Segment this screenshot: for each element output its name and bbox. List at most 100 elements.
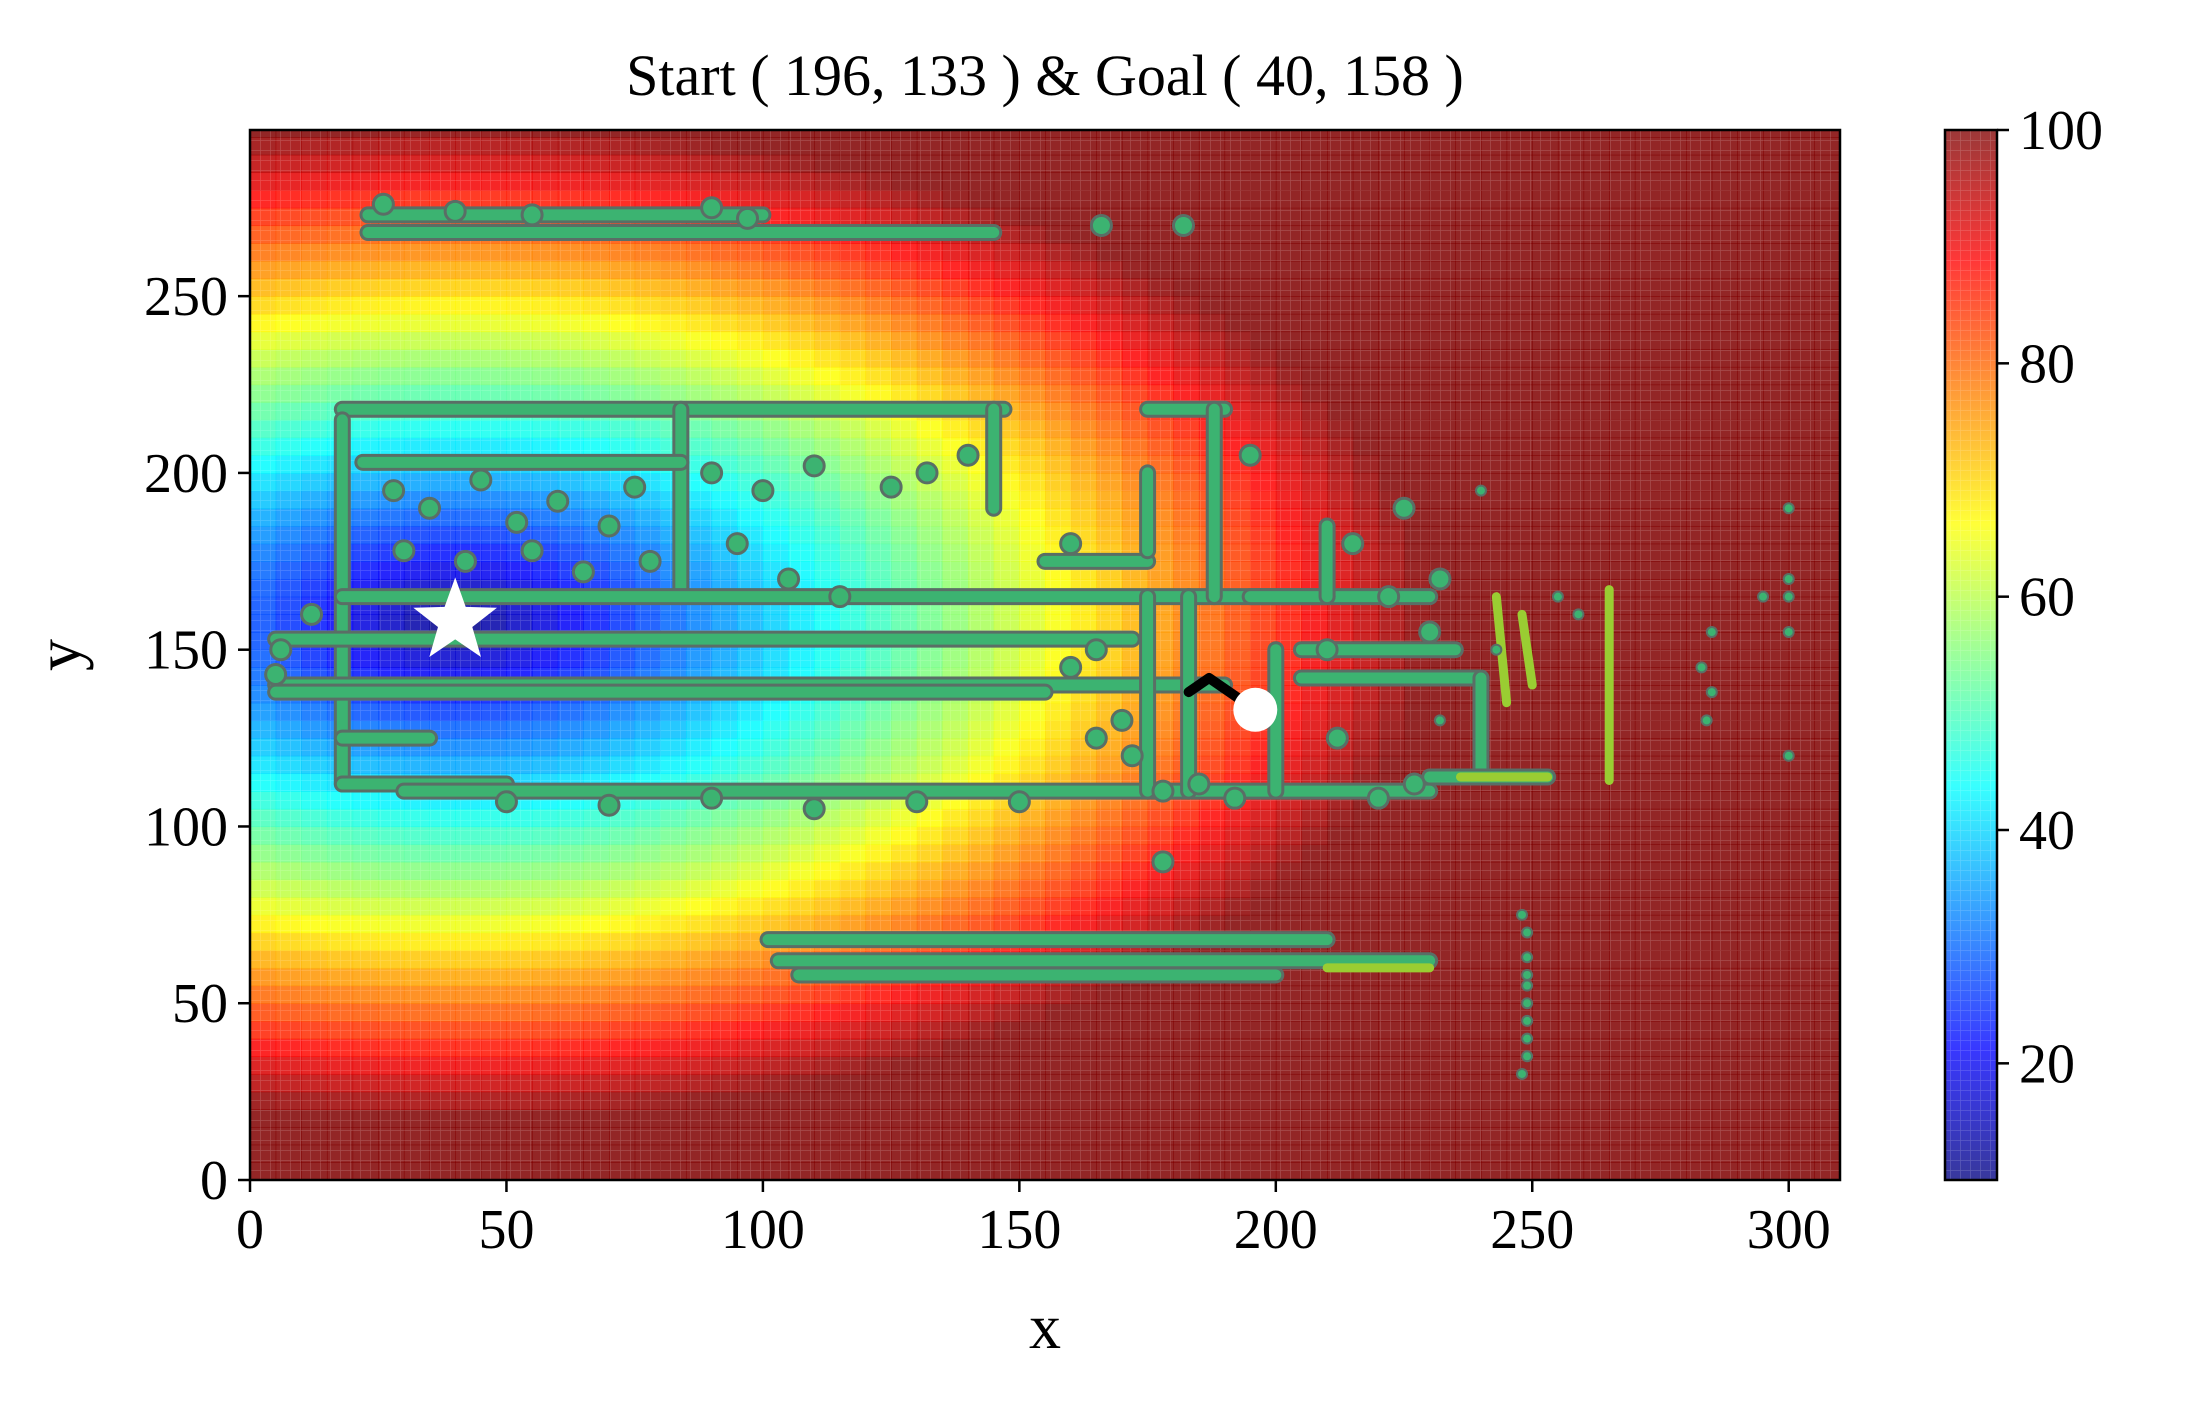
obstacle-blob [505, 510, 529, 534]
obstacle-blob [469, 468, 493, 492]
obstacle-blob [802, 797, 826, 821]
obstacle-blob [1110, 708, 1134, 732]
obstacle-blob [828, 585, 852, 609]
obstacle-blob [1120, 744, 1144, 768]
obstacle-blob [1089, 213, 1113, 237]
obstacle-point [1521, 968, 1534, 981]
obstacle-blob [300, 602, 324, 626]
obstacle-blob [269, 638, 293, 662]
obstacle-blob [571, 560, 595, 584]
obstacle-blob [700, 461, 724, 485]
obstacle-blob [1428, 567, 1452, 591]
colorbar-ticks: 20 40 60 80 100 [1997, 100, 2103, 1095]
obstacle-point [1705, 626, 1718, 639]
y-tick-label: 200 [144, 443, 228, 505]
obstacle-point [1782, 502, 1795, 515]
obstacle-blob [1392, 496, 1416, 520]
obstacle-blob [443, 199, 467, 223]
obstacle-blob [382, 479, 406, 503]
obstacle-blob [1007, 790, 1031, 814]
obstacle-blob [802, 454, 826, 478]
obstacle-blob [392, 539, 416, 563]
obstacle-blob [418, 496, 442, 520]
colorbar-tick-label: 40 [2019, 800, 2075, 862]
colorbar-tick-label: 60 [2019, 567, 2075, 629]
obstacle-blob [597, 514, 621, 538]
obstacle-point [1521, 997, 1534, 1010]
obstacle-blob [597, 793, 621, 817]
obstacle-blob [1315, 638, 1339, 662]
obstacle-blob [494, 790, 518, 814]
colorbar-tick-label: 100 [2019, 100, 2103, 162]
obstacle-point [1521, 1032, 1534, 1045]
obstacle-blob [623, 475, 647, 499]
goal-star-marker [413, 577, 497, 657]
obstacle-blob [915, 461, 939, 485]
y-tick-label: 150 [144, 620, 228, 682]
colorbar-tick-label: 20 [2019, 1033, 2075, 1095]
obstacle-blob [736, 206, 760, 230]
y-axis-ticks: 0 50 100 150 200 250 [144, 266, 250, 1212]
x-tick-label: 250 [1490, 1199, 1574, 1261]
obstacle-point [1516, 1067, 1528, 1080]
obstacle-blob [1187, 772, 1211, 796]
markers [413, 577, 1278, 732]
obstacle-map [264, 192, 1795, 1080]
obstacle-blob [1084, 638, 1108, 662]
x-tick-label: 0 [236, 1199, 264, 1261]
obstacle-blob [520, 539, 544, 563]
obstacle-point [1700, 714, 1713, 727]
obstacle-point [1474, 484, 1487, 497]
colorbar-frame [1943, 128, 1999, 1182]
obstacle-blob [638, 549, 662, 573]
obstacle-blob [1059, 655, 1083, 679]
obstacle-blob [905, 790, 929, 814]
x-tick-label: 200 [1234, 1199, 1318, 1261]
obstacle-blob [1377, 585, 1401, 609]
y-axis-label: y [23, 639, 94, 671]
obstacle-point [1782, 572, 1795, 585]
obstacle-point [1521, 926, 1534, 939]
x-tick-label: 300 [1747, 1199, 1831, 1261]
obstacle-point [1782, 749, 1795, 762]
colorbar-stripes [1945, 130, 1997, 1180]
y-tick-label: 100 [144, 796, 228, 858]
obstacle-blob [520, 203, 544, 227]
obstacle-point [1516, 908, 1528, 921]
obstacle-point [1695, 661, 1708, 674]
y-tick-label: 250 [144, 266, 228, 328]
obstacle-point [1521, 1014, 1534, 1027]
obstacle-blob [725, 532, 749, 556]
obstacle-point [1572, 608, 1585, 621]
obstacle-blob [264, 662, 288, 686]
obstacle-blob [1171, 213, 1195, 237]
plot-frame [248, 128, 1842, 1182]
obstacle-point [1521, 951, 1534, 964]
obstacle-point [1521, 979, 1534, 992]
obstacle-blob [879, 475, 903, 499]
y-tick-label: 50 [172, 973, 228, 1035]
x-tick-label: 50 [478, 1199, 534, 1261]
obstacle-blob [1084, 726, 1108, 750]
obstacle-blob [546, 489, 570, 513]
y-tick-label: 0 [200, 1150, 228, 1212]
obstacle-point [1782, 590, 1795, 603]
obstacle-blob [1151, 779, 1175, 803]
obstacle-blob [1366, 786, 1390, 810]
colorbar-tick-label: 80 [2019, 333, 2075, 395]
obstacle-blob [371, 192, 395, 216]
obstacle-point [1490, 643, 1503, 656]
obstacle-blob [1402, 772, 1426, 796]
x-axis-ticks: 0 50 100 150 200 250 300 [236, 1180, 1831, 1261]
obstacle-point [1433, 714, 1446, 727]
x-tick-label: 100 [721, 1199, 805, 1261]
obstacle-point [1705, 686, 1718, 699]
obstacle-blob [1151, 850, 1175, 874]
obstacle-blob [1325, 726, 1349, 750]
colorbar: 20 40 60 80 100 [1943, 100, 2103, 1182]
obstacle-blob [700, 786, 724, 810]
obstacle-blob [956, 443, 980, 467]
obstacle-blob [751, 479, 775, 503]
obstacle-blob [700, 196, 724, 220]
